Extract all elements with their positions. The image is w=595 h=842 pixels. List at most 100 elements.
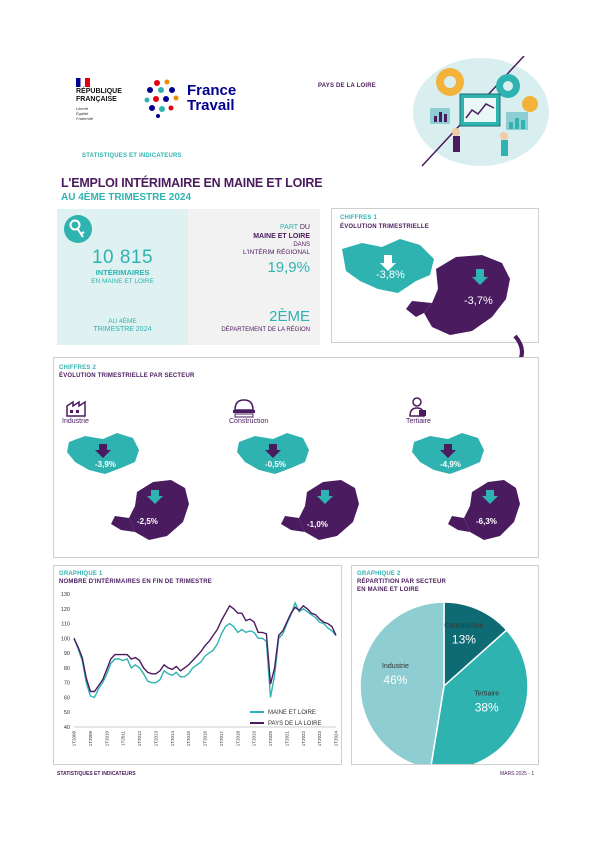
x-tick-label: 1T2019: [252, 731, 257, 747]
kpi-period-2: TRIMESTRE 2024: [93, 326, 152, 333]
rf-line-1: RÉPUBLIQUE: [76, 88, 122, 95]
section-label: STATISTIQUES ET INDICATEURS: [82, 153, 182, 159]
pie-slice-tertiaire: [430, 629, 529, 764]
header-illustration: [412, 55, 550, 168]
kpi-count-sub: EN MAINE ET LOIRE: [91, 278, 154, 285]
down-arrow-icon: [440, 444, 456, 458]
pays-de-la-loire-map: [424, 255, 510, 335]
rf-title: RÉPUBLIQUE FRANÇAISE: [76, 88, 122, 104]
series-line-maine-et-loire: [73, 601, 337, 699]
figure1-tag: CHIFFRES 1: [340, 215, 378, 221]
sector-industrie: Industrie -3,9% -2,5%: [55, 392, 215, 552]
sector-label: Tertiaire: [406, 418, 431, 425]
x-tick-label: 1T2016: [203, 731, 208, 747]
line-chart: 40 50 60 70 80 90 100 110 120 130 1T2008 1T2009 1T20…: [61, 592, 339, 747]
figure1-region-arrow-icon: [472, 269, 488, 285]
figure2-tag: CHIFFRES 2: [59, 365, 97, 371]
kpi-count-label: INTÉRIMAIRES: [95, 268, 150, 277]
figure1-down-arrow-icon: [380, 255, 396, 271]
down-arrow-icon: [482, 490, 498, 504]
x-tick-label: 1T2013: [153, 731, 158, 747]
france-travail-dots-icon: [144, 79, 179, 118]
ft-word-1: France: [187, 82, 237, 99]
x-tick-label: 1T2022: [301, 731, 306, 747]
sector-region-value: -6,3%: [476, 517, 497, 526]
graph1-title: NOMBRE D'INTÉRIMAIRES EN FIN DE TRIMESTR…: [59, 579, 212, 585]
graph2-tag: GRAPHIQUE 2: [357, 571, 401, 577]
graph2-box: GRAPHIQUE 2 RÉPARTITION PAR SECTEUR EN M…: [351, 565, 539, 765]
x-tick-label: 1T2024: [334, 731, 339, 747]
figure1-dept-value: -3,8%: [376, 269, 405, 281]
graph1-tag: GRAPHIQUE 1: [59, 571, 103, 577]
down-arrow-icon: [265, 444, 281, 458]
y-tick-label: 70: [64, 681, 70, 687]
legend-label: PAYS DE LA LOIRE: [268, 721, 321, 727]
y-tick-label: 40: [64, 725, 70, 731]
kpi-share-dept: MAINE ET LOIRE: [253, 233, 310, 240]
sector-region-value: -1,0%: [307, 520, 328, 529]
figure2-title: ÉVOLUTION TRIMESTRIELLE PAR SECTEUR: [59, 373, 195, 379]
rf-line-2: FRANÇAISE: [76, 96, 117, 103]
pie-slice-construction: [443, 601, 508, 688]
rf-motto-2: Égalité: [76, 111, 89, 116]
kpi-share-dans: DANS: [293, 242, 310, 248]
footer-left: STATISTIQUES ET INDICATEURS: [57, 771, 136, 777]
france-travail-logo: France Travail: [143, 78, 253, 118]
kpi-panel-left: 10 815 INTÉRIMAIRES EN MAINE ET LOIRE AU…: [57, 209, 188, 345]
sector-maps: [67, 433, 189, 540]
figure1-box: CHIFFRES 1 ÉVOLUTION TRIMESTRIELLE -3,8%…: [331, 208, 539, 343]
kpi-share-part: PART: [280, 224, 298, 231]
kpi-rank-label: DÉPARTEMENT DE LA RÉGION: [221, 327, 310, 333]
figure1-region-value: -3,7%: [464, 295, 493, 307]
y-tick-label: 110: [61, 622, 70, 628]
rf-motto: Liberté Égalité Fraternité: [76, 106, 93, 121]
pie-slice-industrie: [359, 601, 445, 764]
region-label: PAYS DE LA LOIRE: [318, 83, 376, 89]
sector-dept-value: -3,9%: [95, 460, 116, 469]
y-tick-label: 60: [64, 695, 70, 701]
ft-word-2: Travail: [187, 97, 235, 114]
kpi-period-1: AU 4ÈME: [108, 318, 137, 325]
x-tick-label: 1T2008: [72, 731, 77, 747]
x-tick-label: 1T2017: [219, 731, 224, 747]
key-icon: [64, 215, 92, 243]
kpi-rank-value: 2ÈME: [269, 308, 310, 325]
sector-construction: Construction -0,5% -1,0%: [225, 392, 385, 552]
sector-maps: [237, 433, 359, 540]
y-tick-label: 120: [61, 607, 70, 613]
x-tick-label: 1T2015: [186, 731, 191, 747]
x-tick-label: 1T2018: [235, 731, 240, 747]
legend-label: MAINE ET LOIRE: [268, 710, 316, 716]
figure1-title: ÉVOLUTION TRIMESTRIELLE: [340, 224, 429, 230]
page-title: L'EMPLOI INTÉRIMAIRE EN MAINE ET LOIRE: [61, 176, 323, 190]
sector-label: Industrie: [62, 418, 89, 425]
x-tick-label: 1T2014: [170, 731, 175, 747]
page-subtitle: AU 4ÈME TRIMESTRE 2024: [61, 192, 192, 203]
office-worker-icon: [409, 397, 426, 417]
kpi-share-interim: L'INTÉRIM RÉGIONAL: [243, 249, 310, 256]
kpi-share-du: DU: [299, 224, 310, 231]
kpi-share-line1: PART DU: [280, 224, 310, 231]
x-tick-label: 1T2021: [284, 731, 289, 747]
figure1-maps: [342, 239, 510, 335]
x-tick-label: 1T2009: [88, 731, 93, 747]
marianne-icon: [76, 78, 90, 87]
pie-slice-label: Tertiaire: [474, 690, 499, 697]
sector-tertiaire: Tertiaire -4,9% -6,3%: [400, 392, 540, 552]
sector-maps: [412, 433, 520, 540]
footer-right: MARS 2025 - 1: [500, 771, 535, 777]
sector-dept-value: -4,9%: [440, 460, 461, 469]
graph2-title-2: EN MAINE ET LOIRE: [357, 587, 420, 593]
pie-slice-value: 38%: [475, 700, 499, 714]
kpi-panel-right: PART DU MAINE ET LOIRE DANS L'INTÉRIM RÉ…: [188, 209, 320, 345]
sector-region-value: -2,5%: [137, 517, 158, 526]
y-tick-label: 130: [61, 592, 70, 598]
down-arrow-icon: [317, 490, 333, 504]
pie-slice-label: Industrie: [382, 663, 409, 670]
x-tick-label: 1T2011: [121, 731, 126, 746]
graph1-box: GRAPHIQUE 1 NOMBRE D'INTÉRIMAIRES EN FIN…: [53, 565, 342, 765]
marianne-logo: RÉPUBLIQUE FRANÇAISE Liberté Égalité Fra…: [76, 78, 136, 126]
rf-motto-1: Liberté: [76, 106, 89, 111]
x-tick-label: 1T2012: [137, 731, 142, 747]
y-tick-label: 80: [64, 666, 70, 672]
